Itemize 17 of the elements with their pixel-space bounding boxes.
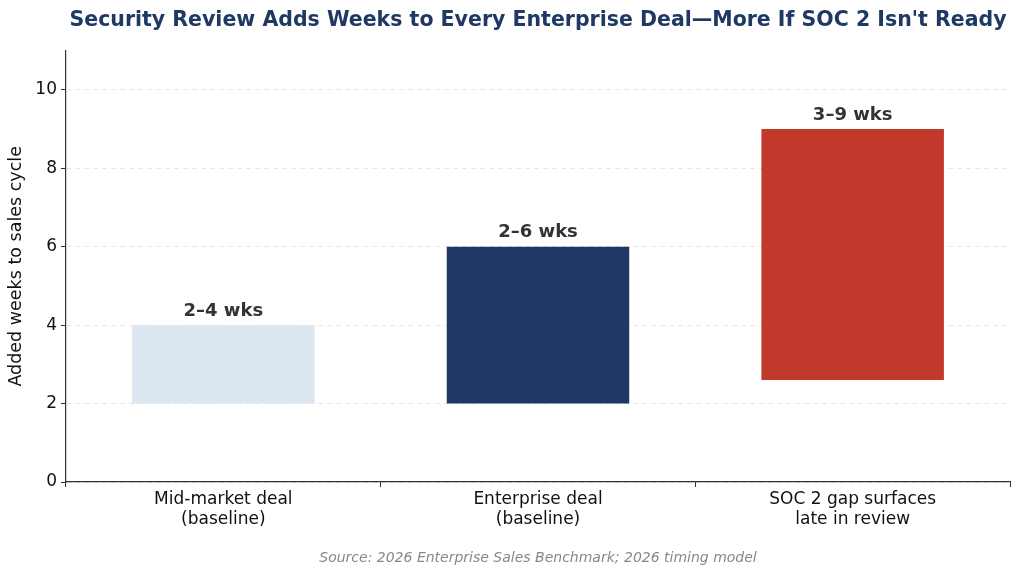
y-tick-label: 10	[35, 78, 57, 99]
data-label: 3–9 wks	[812, 102, 893, 124]
y-tick-label: 2	[46, 391, 57, 412]
chart-title: Security Review Adds Weeks to Every Enterprise Deal—More If SOC 2 Isn't Ready	[69, 6, 1007, 31]
bar	[446, 246, 630, 404]
x-tick-label: SOC 2 gap surfaces late in review	[769, 487, 937, 529]
y-tick-label: 8	[46, 156, 57, 177]
bar	[761, 129, 944, 381]
source-note: Source: 2026 Enterprise Sales Benchmark; 2026 timing model	[319, 548, 757, 565]
y-tick-label: 6	[46, 235, 57, 256]
data-label: 2–4 wks	[183, 298, 264, 320]
y-tick-label: 0	[46, 470, 57, 491]
y-tick-label: 4	[46, 313, 57, 334]
x-tick-label: Mid-market deal (baseline)	[154, 487, 293, 529]
y-axis-title: Added weeks to sales cycle	[5, 146, 26, 387]
data-label: 2–6 wks	[498, 220, 578, 242]
x-tick-label: Enterprise deal (baseline)	[473, 487, 603, 529]
